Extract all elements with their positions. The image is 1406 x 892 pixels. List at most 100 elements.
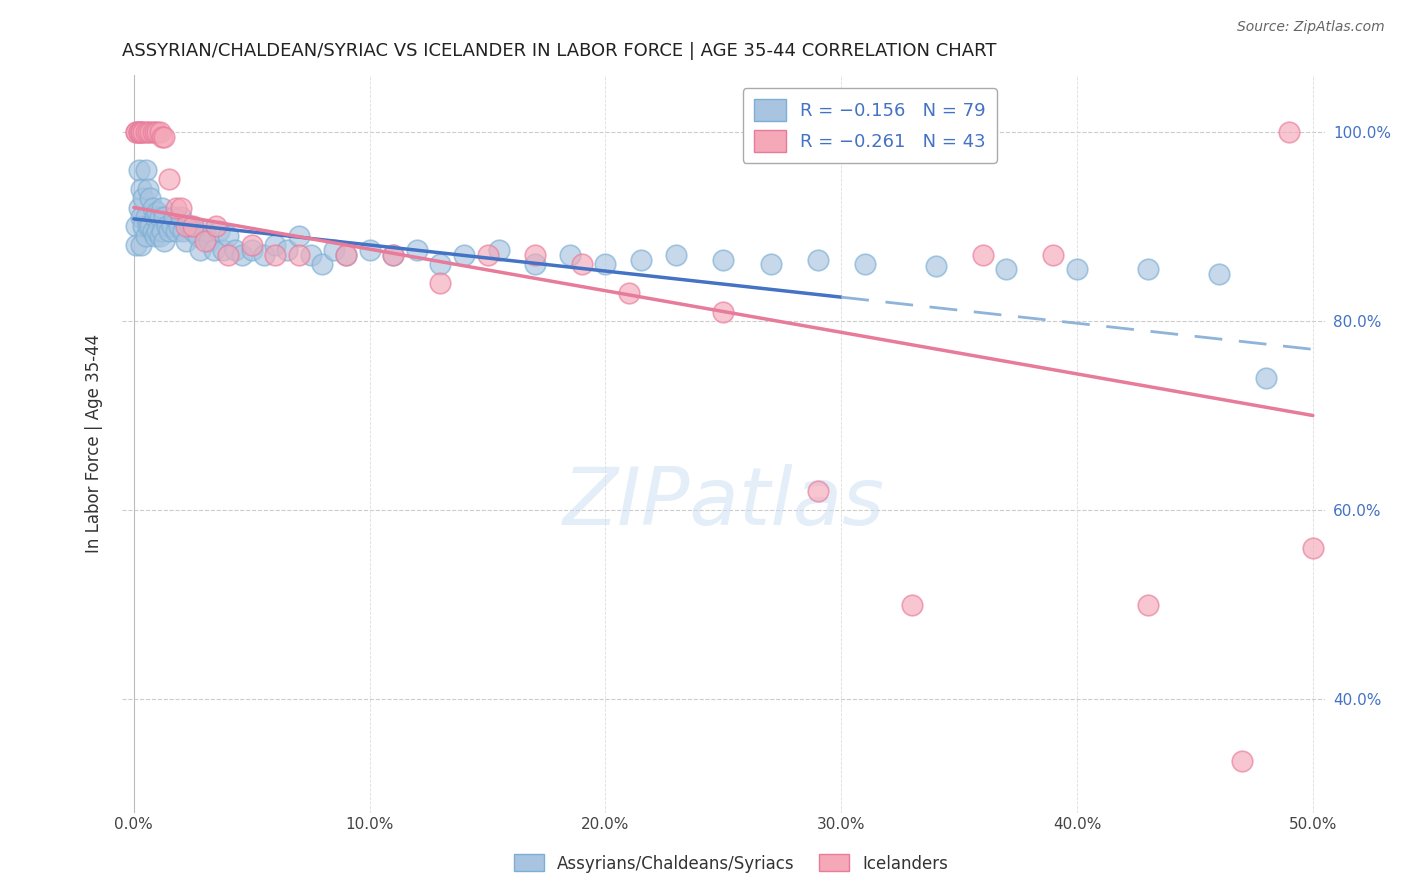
Point xyxy=(136,125,159,139)
Point xyxy=(136,181,159,195)
Point xyxy=(153,210,176,224)
Point xyxy=(129,125,152,139)
Point xyxy=(1136,598,1159,612)
Point xyxy=(240,238,263,252)
Point xyxy=(1302,541,1324,555)
Point xyxy=(477,248,499,262)
Legend: Assyrians/Chaldeans/Syriacs, Icelanders: Assyrians/Chaldeans/Syriacs, Icelanders xyxy=(508,847,955,880)
Point xyxy=(188,243,211,257)
Point xyxy=(264,248,287,262)
Point xyxy=(276,243,298,257)
Point xyxy=(132,191,155,205)
Point xyxy=(139,219,162,234)
Point xyxy=(205,219,228,234)
Point xyxy=(128,125,150,139)
Point xyxy=(150,201,173,215)
Point xyxy=(139,125,162,139)
Point xyxy=(665,248,688,262)
Point xyxy=(202,243,225,257)
Point xyxy=(1254,370,1277,384)
Point xyxy=(142,201,165,215)
Point xyxy=(972,248,994,262)
Point xyxy=(617,285,640,300)
Point xyxy=(571,257,593,271)
Point xyxy=(335,248,357,262)
Point xyxy=(153,129,176,144)
Point xyxy=(488,243,510,257)
Point xyxy=(1136,262,1159,277)
Point xyxy=(595,257,617,271)
Point xyxy=(174,219,197,234)
Point xyxy=(1278,125,1301,139)
Point xyxy=(558,248,581,262)
Point xyxy=(853,257,876,271)
Point xyxy=(153,234,176,248)
Point xyxy=(807,252,830,267)
Y-axis label: In Labor Force | Age 35-44: In Labor Force | Age 35-44 xyxy=(86,334,103,553)
Point xyxy=(901,598,924,612)
Point xyxy=(523,248,546,262)
Point xyxy=(630,252,652,267)
Point xyxy=(165,224,187,238)
Point xyxy=(359,243,381,257)
Point xyxy=(1230,754,1253,768)
Point xyxy=(523,257,546,271)
Point xyxy=(181,224,204,238)
Point xyxy=(167,219,190,234)
Point xyxy=(129,125,152,139)
Point xyxy=(288,248,311,262)
Point xyxy=(125,125,148,139)
Point xyxy=(128,125,150,139)
Point xyxy=(1208,267,1230,281)
Point xyxy=(157,172,180,186)
Point xyxy=(264,238,287,252)
Point xyxy=(224,243,246,257)
Point xyxy=(150,129,173,144)
Point xyxy=(143,228,166,243)
Point xyxy=(129,210,152,224)
Point xyxy=(252,248,274,262)
Point xyxy=(217,248,239,262)
Point xyxy=(1042,248,1064,262)
Point xyxy=(170,210,193,224)
Point xyxy=(125,238,148,252)
Point xyxy=(807,484,830,499)
Text: Source: ZipAtlas.com: Source: ZipAtlas.com xyxy=(1237,20,1385,34)
Point xyxy=(711,252,734,267)
Point xyxy=(382,248,405,262)
Point xyxy=(128,162,150,177)
Point xyxy=(288,228,311,243)
Point xyxy=(181,219,204,234)
Point xyxy=(157,224,180,238)
Point xyxy=(231,248,253,262)
Point xyxy=(217,228,239,243)
Point xyxy=(212,243,235,257)
Point xyxy=(240,243,263,257)
Point xyxy=(142,125,165,139)
Text: ASSYRIAN/CHALDEAN/SYRIAC VS ICELANDER IN LABOR FORCE | AGE 35-44 CORRELATION CHA: ASSYRIAN/CHALDEAN/SYRIAC VS ICELANDER IN… xyxy=(122,42,997,60)
Point xyxy=(135,228,157,243)
Point xyxy=(146,205,169,219)
Point xyxy=(143,125,166,139)
Point xyxy=(172,224,194,238)
Point xyxy=(149,210,172,224)
Point xyxy=(405,243,427,257)
Point xyxy=(194,234,217,248)
Text: ZIPatlas: ZIPatlas xyxy=(562,464,884,541)
Point xyxy=(429,257,451,271)
Point xyxy=(382,248,405,262)
Point xyxy=(335,248,357,262)
Point xyxy=(135,210,157,224)
Point xyxy=(163,210,186,224)
Point xyxy=(160,219,183,234)
Point xyxy=(429,276,451,290)
Point xyxy=(125,125,148,139)
Point xyxy=(165,201,187,215)
Point xyxy=(995,262,1018,277)
Point xyxy=(299,248,322,262)
Point xyxy=(170,201,193,215)
Point xyxy=(129,181,152,195)
Point xyxy=(128,201,150,215)
Point xyxy=(924,259,946,273)
Point xyxy=(186,228,208,243)
